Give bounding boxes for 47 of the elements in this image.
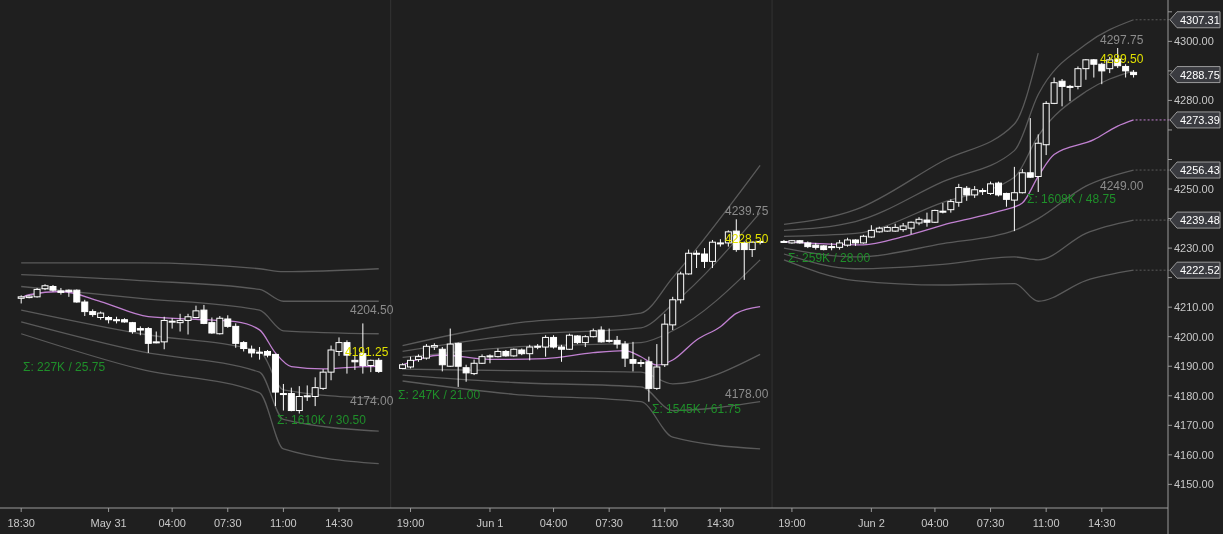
x-tick-label: 18:30: [7, 517, 35, 529]
annotation: Σ: 227K / 25.75: [23, 360, 106, 374]
annotation: 4174.00: [350, 394, 394, 408]
data-label: 4273.39: [1180, 113, 1220, 126]
x-tick-label: 11:00: [1032, 517, 1060, 529]
x-tick-label: 07:30: [595, 517, 623, 529]
annotation: 4239.75: [725, 204, 769, 218]
y-tick-label: 4150.00: [1174, 478, 1214, 491]
x-tick-label: 19:00: [778, 517, 806, 529]
x-tick-label: 11:00: [270, 517, 297, 529]
y-tick-label: 4230.00: [1174, 242, 1214, 255]
y-tick-label: 4170.00: [1174, 419, 1214, 432]
y-tick-label: 4280.00: [1174, 94, 1214, 107]
y-tick-label: 4200.00: [1174, 330, 1214, 343]
x-tick-label: 14:30: [1088, 517, 1116, 529]
x-tick-label: 07:30: [976, 517, 1005, 529]
annotation: Σ: 1610K / 30.50: [277, 413, 367, 427]
data-label: 4256.43: [1180, 164, 1220, 177]
annotation: Σ: 247K / 21.00: [398, 388, 481, 402]
data-label: 4222.52: [1180, 264, 1220, 277]
annotation: Σ: 259K / 28.00: [788, 251, 871, 265]
y-tick-label: 4300.00: [1174, 35, 1214, 48]
y-tick-label: 4180.00: [1174, 389, 1214, 402]
y-tick-label: 4190.00: [1174, 360, 1214, 373]
annotation: 4178.00: [725, 387, 769, 401]
x-tick-label: 14:30: [706, 517, 735, 529]
y-tick-label: 4210.00: [1174, 301, 1214, 314]
x-tick-label: 04:00: [539, 517, 568, 529]
annotation: Σ: 1545K / 61.75: [652, 402, 742, 416]
x-tick-label: 07:30: [214, 517, 242, 529]
annotation: 4249.00: [1100, 179, 1144, 193]
x-tick-label: 19:00: [396, 517, 425, 529]
annotation: Σ: 1608K / 48.75: [1027, 192, 1117, 206]
y-tick-label: 4160.00: [1174, 448, 1214, 461]
data-label: 4239.48: [1180, 214, 1220, 227]
data-label: 4307.31: [1180, 13, 1220, 26]
x-tick-label: Jun 1: [476, 517, 504, 529]
annotation: 4297.75: [1100, 33, 1144, 47]
x-tick-label: Jun 2: [857, 517, 885, 529]
x-tick-label: 11:00: [651, 517, 679, 529]
x-tick-label: 14:30: [325, 517, 353, 529]
annotation: 4204.50: [350, 303, 394, 317]
x-tick-label: May 31: [90, 517, 127, 529]
x-tick-label: 04:00: [921, 517, 949, 529]
text: 4288.75: [1180, 68, 1220, 81]
x-tick-label: 04:00: [158, 517, 186, 529]
y-tick-label: 4250.00: [1174, 183, 1214, 196]
